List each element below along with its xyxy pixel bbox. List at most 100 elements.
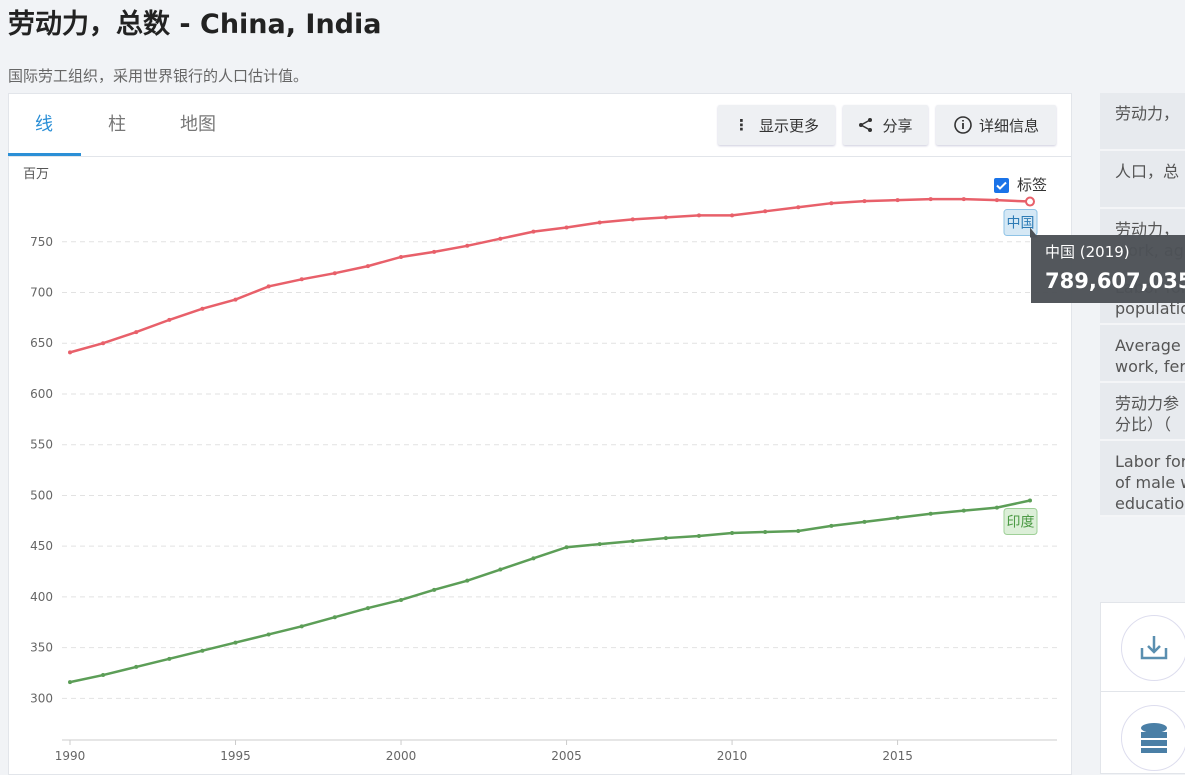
indicator-text: work, fer [1115,357,1185,376]
label-toggle[interactable]: 标签 [1017,176,1047,194]
action-panel [1100,602,1185,774]
tooltip-title: 中国 (2019) [1045,243,1130,261]
subtitle: 国际劳工组织，采用世界银行的人口估计值。 [8,67,309,85]
divider [1101,691,1185,692]
data-point [134,664,139,669]
data-point [299,277,304,282]
data-point [498,567,503,572]
tab-divider [8,156,1071,157]
data-point [101,673,106,678]
chart-card [8,93,1072,775]
data-point [928,197,933,202]
data-point [167,656,172,661]
label-checkbox[interactable] [994,178,1009,193]
indicator-text: 劳动力， [1115,220,1180,239]
y-tick-label: 400 [30,590,53,604]
data-point [399,597,404,602]
x-tick-label: 1990 [55,749,86,763]
data-point [630,539,635,544]
button[interactable]: 详细信息 [936,105,1056,145]
data-point [862,519,867,524]
tooltip-value: 789,607,035 [1045,269,1185,293]
data-point [597,220,602,225]
data-point [862,199,867,204]
indicator-text: populatio [1115,299,1185,318]
data-point [663,536,668,541]
y-tick-label: 500 [30,488,53,502]
data-point [895,198,900,203]
data-point [134,330,139,335]
data-point [332,615,337,620]
data-point [564,545,569,550]
data-point [730,530,735,535]
data-point [696,213,701,218]
indicator-text: 劳动力参 [1115,394,1180,413]
data-point [928,511,933,516]
data-point [630,217,635,222]
series-line [69,499,1031,684]
checkmark [996,181,1007,190]
data-point [332,271,337,276]
data-point [167,317,172,322]
data-point [796,205,801,210]
data-point [432,249,437,254]
data-point [233,640,238,645]
y-tick-label: 600 [30,387,53,401]
button[interactable]: 分享 [843,105,928,145]
indicator-text: Average [1115,336,1181,355]
data-point [365,606,370,611]
tab[interactable]: 地图 [180,114,216,135]
data-point [994,505,999,510]
data-point [200,306,205,311]
data-point [233,297,238,302]
data-point [101,341,106,346]
page-title: 劳动力，总数 - China, India [8,9,382,40]
related-indicator[interactable]: 人口，总 [1100,151,1185,209]
related-indicator[interactable]: 劳动力， [1100,93,1185,151]
data-point [531,229,536,234]
data-point [961,197,966,202]
y-tick-label: 650 [30,336,53,350]
y-tick-label: 750 [30,235,53,249]
data-point [465,578,470,583]
x-tick-label: 2015 [882,749,913,763]
data-point [399,254,404,259]
related-indicator[interactable]: Average work, fer [1100,325,1185,383]
download-button[interactable] [1121,615,1185,681]
data-point [730,213,735,218]
button[interactable]: ⋮ 显示更多 [718,105,835,145]
data-point [432,587,437,592]
data-point [68,680,72,685]
data-point [829,523,834,528]
series-label: 印度 [1007,515,1035,531]
data-point [763,209,768,214]
related-indicator[interactable]: 劳动力参分比）（ [1100,383,1185,441]
data-point [465,243,470,248]
series-label: 中国 [1007,216,1035,232]
data-point [531,556,536,561]
data-point [597,542,602,547]
x-tick-label: 2010 [717,749,748,763]
y-tick-label: 550 [30,438,53,452]
series-label-box [1003,508,1038,536]
related-indicator[interactable]: Labor for of male w educatio [1100,441,1185,517]
button-label: 详细信息 [978,116,1039,135]
data-point [696,534,701,539]
database-icon [1141,723,1167,753]
indicator-text: 劳动力， [1115,104,1180,123]
tab[interactable]: 柱 [108,114,126,135]
data-point [299,624,304,629]
data-point [663,215,668,220]
data-point [68,350,72,355]
tab[interactable]: 线 [35,114,53,135]
indicator-text: of male w [1115,473,1185,492]
x-tick-label: 2005 [551,749,582,763]
data-point [200,648,205,653]
data-point [564,225,569,230]
series-label-box [1003,209,1038,237]
indicator-text: educatio [1115,494,1185,513]
indicator-text: 分比）（ [1115,415,1172,434]
x-tick-label: 2000 [386,749,417,763]
data-point [994,198,999,203]
